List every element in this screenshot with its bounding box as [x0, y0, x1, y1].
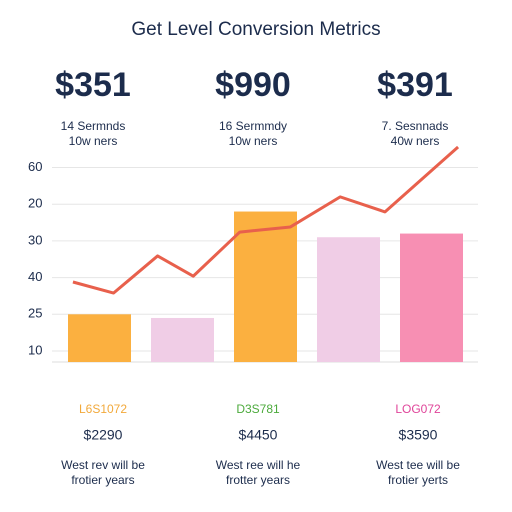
kpi-caption: 7. Sesnnads — [382, 119, 449, 133]
y-tick-label: 25 — [28, 306, 42, 321]
y-tick-label: 60 — [28, 159, 42, 174]
kpi-caption: 10w ners — [69, 134, 118, 148]
card-amount: $4450 — [239, 427, 278, 443]
card-amount: $3590 — [399, 427, 438, 443]
card-caption: frotier years — [71, 473, 134, 487]
kpi-value: $351 — [55, 66, 131, 104]
kpi-caption: 10w ners — [229, 134, 278, 148]
card-caption: frotier yerts — [388, 473, 448, 487]
y-tick-label: 40 — [28, 269, 42, 284]
card-caption: West rev will be — [61, 458, 145, 472]
card-code: L6S1072 — [79, 402, 127, 416]
bar — [68, 314, 131, 363]
kpi-value: $391 — [377, 66, 453, 104]
y-tick-label: 10 — [28, 342, 42, 357]
kpi-caption: 16 Sermmdy — [219, 119, 287, 133]
kpi-value: $990 — [215, 66, 291, 104]
card-caption: West ree will he — [216, 458, 301, 472]
chart-title: Get Level Conversion Metrics — [131, 19, 380, 40]
bar — [317, 237, 380, 363]
card-amount: $2290 — [84, 427, 123, 443]
card-caption: frotter years — [226, 473, 290, 487]
kpi-caption: 14 Sermnds — [61, 119, 126, 133]
card-code: LOG072 — [395, 402, 441, 416]
y-tick-label: 30 — [28, 232, 42, 247]
kpi-caption: 40w ners — [391, 134, 440, 148]
card-caption: West tee will be — [376, 458, 460, 472]
y-tick-label: 20 — [28, 196, 42, 211]
bar — [234, 211, 297, 363]
trend-line — [72, 145, 460, 295]
bar — [151, 317, 214, 363]
card-code: D3S781 — [236, 402, 280, 416]
bar — [400, 233, 463, 363]
